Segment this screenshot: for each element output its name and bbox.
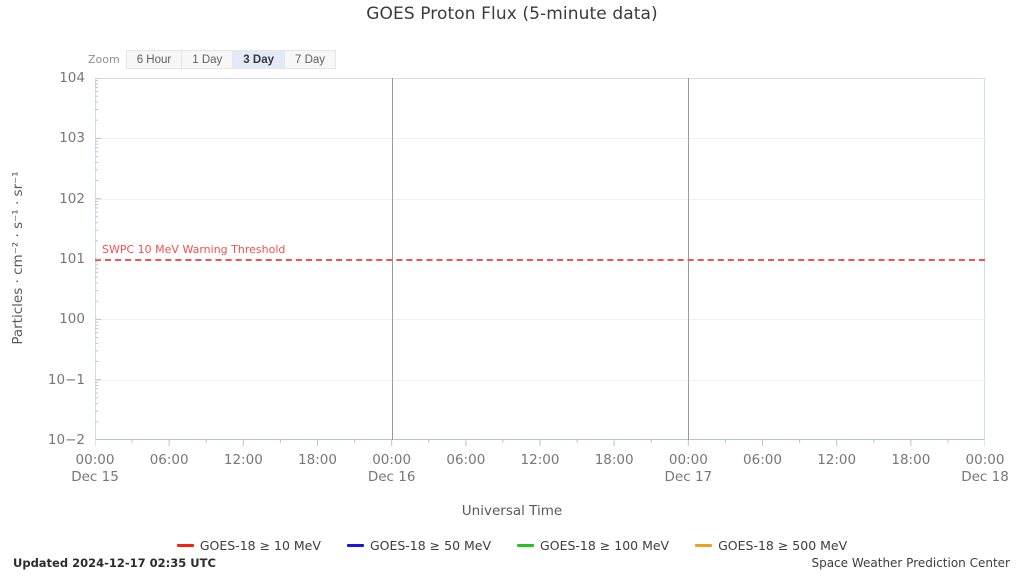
gridline [95, 138, 985, 139]
zoom-label: Zoom [88, 53, 120, 66]
y-tick-label: 104 [59, 70, 85, 86]
y-axis-tick-labels: 10−2 10−1 100 101 102 103 104 [0, 70, 85, 448]
y-tick-label: 100 [59, 311, 85, 328]
source-attribution: Space Weather Prediction Center [811, 556, 1010, 570]
y-tick-label: 103 [59, 130, 85, 147]
legend-label: GOES-18 ≥ 500 MeV [718, 538, 848, 553]
x-tick-label: 06:00 [149, 452, 189, 468]
x-tick-label: 12:00 [223, 452, 263, 468]
legend-label: GOES-18 ≥ 50 MeV [369, 538, 492, 553]
gridline [95, 319, 985, 320]
x-axis-title: Universal Time [461, 503, 563, 519]
gridline [95, 380, 985, 381]
chart-legend: GOES-18 ≥ 10 MeV GOES-18 ≥ 50 MeV GOES-18 … [0, 538, 1024, 553]
x-tick-label: 18:00 [594, 452, 634, 468]
zoom-range-selector[interactable]: Zoom 6 Hour 1 Day 3 Day 7 Day [88, 50, 337, 69]
y-tick-label: 102 [59, 190, 85, 207]
threshold-label: SWPC 10 MeV Warning Threshold [102, 243, 286, 256]
legend-label: GOES-18 ≥ 10 MeV [199, 538, 321, 553]
legend-color-swatch [346, 544, 364, 547]
x-tick-label: 00:00 Dec 18 [961, 452, 1009, 485]
legend-item[interactable]: GOES-18 ≥ 100 MeV [517, 538, 669, 553]
x-axis-minor-ticks [95, 440, 985, 446]
legend-item[interactable]: GOES-18 ≥ 500 MeV [695, 538, 847, 553]
page-title: GOES Proton Flux (5-minute data) [366, 4, 658, 24]
x-tick-label: 18:00 [891, 452, 931, 468]
x-tick-label: 06:00 [743, 452, 782, 468]
legend-color-swatch [695, 544, 713, 547]
zoom-button-3-day[interactable]: 3 Day [233, 50, 285, 69]
x-tick-label: 18:00 [298, 452, 337, 468]
legend-color-swatch [517, 544, 535, 547]
x-tick-label: 06:00 [446, 452, 486, 468]
x-tick-label: 00:00 Dec 15 [71, 452, 119, 485]
x-tick-label: 12:00 [817, 452, 857, 468]
zoom-button-7-day[interactable]: 7 Day [284, 50, 337, 69]
x-tick-label: 00:00 Dec 17 [664, 452, 713, 485]
legend-item[interactable]: GOES-18 ≥ 50 MeV [346, 538, 492, 553]
y-tick-label: 10−2 [47, 432, 85, 448]
y-tick-label: 101 [59, 251, 85, 267]
plot-area: SWPC 10 MeV Warning Threshold [95, 78, 985, 440]
threshold-line [95, 259, 985, 261]
zoom-button-6-hour[interactable]: 6 Hour [125, 50, 183, 69]
legend-color-swatch [176, 544, 194, 547]
x-tick-label: 00:00 Dec 16 [367, 452, 416, 485]
legend-label: GOES-18 ≥ 100 MeV [540, 538, 670, 553]
updated-timestamp: Updated 2024-12-17 02:35 UTC [13, 556, 216, 570]
gridline [95, 199, 985, 200]
y-tick-label: 10−1 [47, 371, 85, 388]
x-axis-tick-labels: 00:00 Dec 15 06:00 12:00 18:00 00:00 Dec 16 06:… [71, 445, 1009, 493]
x-tick-label: 12:00 [520, 452, 560, 468]
legend-item[interactable]: GOES-18 ≥ 10 MeV [176, 538, 321, 553]
y-axis-minor-ticks [95, 78, 101, 440]
zoom-button-1-day[interactable]: 1 Day [182, 50, 234, 69]
